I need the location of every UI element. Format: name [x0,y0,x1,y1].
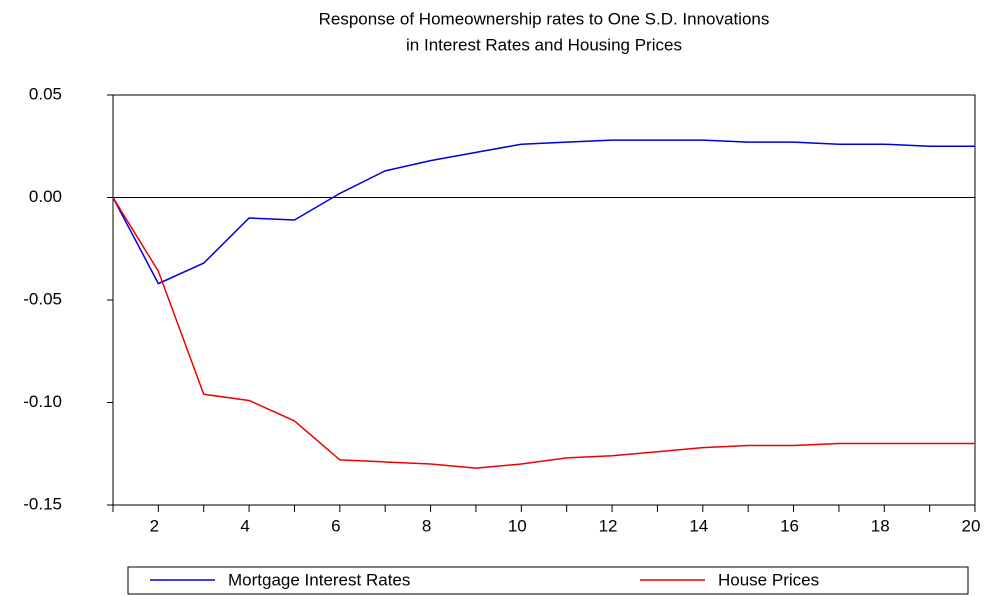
y-tick-label: 0.05 [29,84,62,103]
x-tick-label: 12 [599,516,618,535]
y-tick-label: -0.05 [23,289,62,308]
legend-box [127,566,969,595]
chart-title: in Interest Rates and Housing Prices [406,35,682,54]
y-tick-label: -0.15 [23,494,62,513]
legend-label: House Prices [718,570,819,589]
x-tick-label: 8 [422,516,431,535]
x-tick-label: 20 [962,516,981,535]
x-tick-label: 4 [240,516,249,535]
x-tick-label: 18 [871,516,890,535]
x-tick-label: 6 [331,516,340,535]
y-tick-label: -0.10 [23,392,62,411]
legend-label: Mortgage Interest Rates [228,570,410,589]
x-tick-label: 10 [508,516,527,535]
chart-title: Response of Homeownership rates to One S… [319,9,770,28]
y-tick-label: 0.00 [29,187,62,206]
x-tick-label: 16 [780,516,799,535]
series-line [112,197,975,469]
x-tick-label: 14 [689,516,708,535]
series-line [112,139,975,285]
x-tick-label: 2 [150,516,159,535]
